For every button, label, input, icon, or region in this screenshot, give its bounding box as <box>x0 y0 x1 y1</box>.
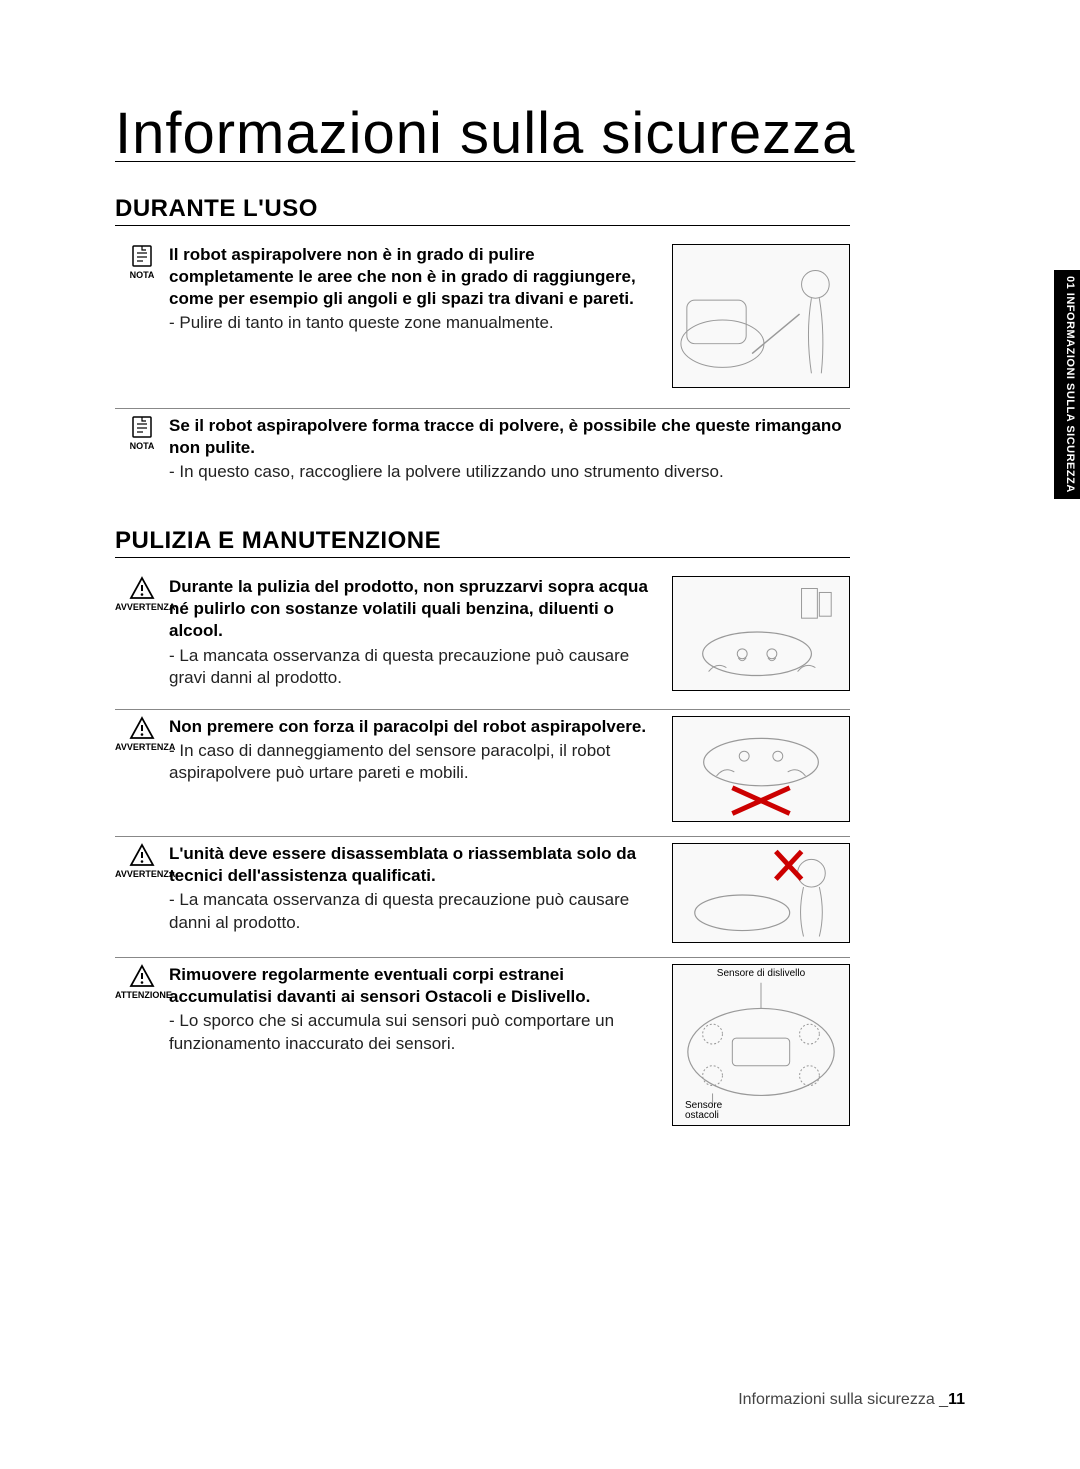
side-tab-label: 01 INFORMAZIONI SULLA SICUREZZA <box>1054 270 1080 499</box>
illustration-column <box>665 843 850 943</box>
icon-label-attenzione: ATTENZIONE <box>115 991 169 1000</box>
warning-icon <box>129 716 155 742</box>
item-bold-text: Il robot aspirapolvere non è in grado di… <box>169 244 657 310</box>
safety-item: NOTA Se il robot aspirapolvere forma tra… <box>115 408 850 483</box>
icon-column: NOTA <box>115 415 169 451</box>
icon-label-avvertenza: AVVERTENZA <box>115 603 169 612</box>
item-body-text: - In caso di danneggiamento del sensore … <box>169 740 657 784</box>
item-bold-text: Durante la pulizia del prodotto, non spr… <box>169 576 657 642</box>
main-title: Informazioni sulla sicurezza <box>115 100 965 167</box>
caution-icon <box>129 964 155 990</box>
section-durante-uso: DURANTE L'USO NOTA Il robot aspirapolver… <box>115 195 965 483</box>
item-bold-text: L'unità deve essere disassemblata o rias… <box>169 843 657 887</box>
text-column: Rimuovere regolarmente eventuali corpi e… <box>169 964 665 1054</box>
warning-icon <box>129 576 155 602</box>
sensor-bot-label: Sensore ostacoli <box>685 1101 722 1121</box>
section-title-durante: DURANTE L'USO <box>115 195 850 226</box>
note-icon <box>130 244 154 270</box>
illustration-column <box>665 244 850 388</box>
page-number: 11 <box>948 1391 965 1408</box>
section-title-pulizia: PULIZIA E MANUTENZIONE <box>115 527 850 558</box>
illustration-disassembly <box>672 843 850 943</box>
footer-text: Informazioni sulla sicurezza _ <box>738 1391 948 1408</box>
item-body-text: - Pulire di tanto in tanto queste zone m… <box>169 312 657 334</box>
side-section-tab: 01 INFORMAZIONI SULLA SICUREZZA <box>1054 270 1080 562</box>
icon-label-nota: NOTA <box>115 442 169 451</box>
icon-label-avvertenza: AVVERTENZA <box>115 870 169 879</box>
safety-item: ATTENZIONE Rimuovere regolarmente eventu… <box>115 957 850 1126</box>
item-bold-text: Rimuovere regolarmente eventuali corpi e… <box>169 964 657 1008</box>
icon-column: AVVERTENZA <box>115 576 169 612</box>
icon-label-avvertenza: AVVERTENZA <box>115 743 169 752</box>
icon-column: ATTENZIONE <box>115 964 169 1000</box>
icon-label-nota: NOTA <box>115 271 169 280</box>
icon-column: AVVERTENZA <box>115 843 169 879</box>
icon-column: NOTA <box>115 244 169 280</box>
sensor-top-label: Sensore di dislivello <box>673 968 849 979</box>
illustration-spray-warning <box>672 576 850 691</box>
safety-item: AVVERTENZA Durante la pulizia del prodot… <box>115 576 850 691</box>
illustration-column <box>665 576 850 691</box>
illustration-sensors: Sensore di dislivello Sensore ostacoli <box>672 964 850 1126</box>
sensor-bot-label-2: ostacoli <box>685 1110 719 1121</box>
section-pulizia: PULIZIA E MANUTENZIONE AVVERTENZA Durant… <box>115 527 965 1126</box>
note-icon <box>130 415 154 441</box>
item-bold-text: Se il robot aspirapolvere forma tracce d… <box>169 415 850 459</box>
item-body-text: - La mancata osservanza di questa precau… <box>169 889 657 933</box>
safety-item: AVVERTENZA L'unità deve essere disassemb… <box>115 836 850 943</box>
text-column: L'unità deve essere disassemblata o rias… <box>169 843 665 933</box>
illustration-bumper-press <box>672 716 850 822</box>
safety-item: NOTA Il robot aspirapolvere non è in gra… <box>115 244 850 388</box>
text-column: Se il robot aspirapolvere forma tracce d… <box>169 415 850 483</box>
item-body-text: - Lo sporco che si accumula sui sensori … <box>169 1010 657 1054</box>
page: Informazioni sulla sicurezza DURANTE L'U… <box>0 0 1080 1469</box>
icon-column: AVVERTENZA <box>115 716 169 752</box>
illustration-vacuum-corners <box>672 244 850 388</box>
text-column: Durante la pulizia del prodotto, non spr… <box>169 576 665 688</box>
warning-icon <box>129 843 155 869</box>
illustration-column <box>665 716 850 822</box>
item-body-text: - In questo caso, raccogliere la polvere… <box>169 461 850 483</box>
item-bold-text: Non premere con forza il paracolpi del r… <box>169 716 657 738</box>
page-footer: Informazioni sulla sicurezza _11 <box>738 1391 965 1409</box>
text-column: Il robot aspirapolvere non è in grado di… <box>169 244 665 334</box>
illustration-column: Sensore di dislivello Sensore ostacoli <box>665 964 850 1126</box>
text-column: Non premere con forza il paracolpi del r… <box>169 716 665 784</box>
safety-item: AVVERTENZA Non premere con forza il para… <box>115 709 850 822</box>
item-body-text: - La mancata osservanza di questa precau… <box>169 645 657 689</box>
